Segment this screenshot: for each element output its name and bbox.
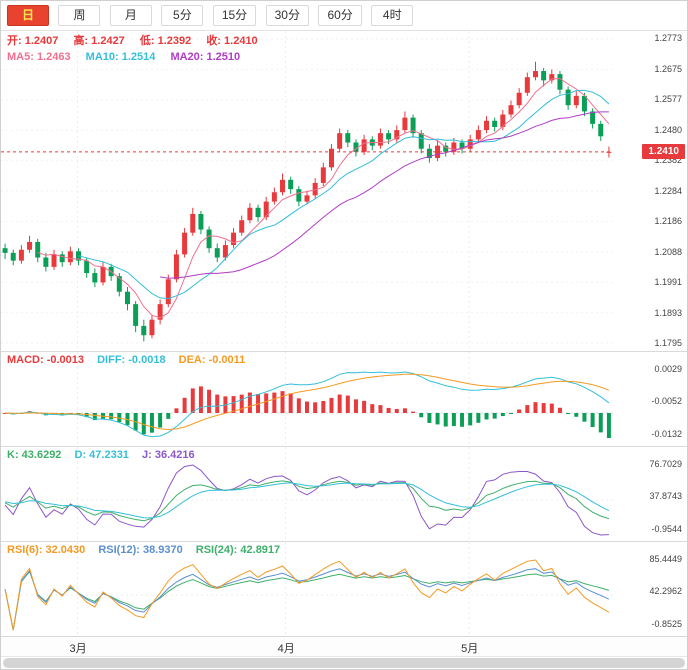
tab-daily[interactable]: 日: [7, 5, 49, 26]
rsi-chart[interactable]: [1, 542, 613, 636]
tab-60min[interactable]: 60分: [318, 5, 362, 26]
candlestick-chart[interactable]: [1, 31, 613, 351]
price-axis-label: 1.2675: [654, 63, 682, 74]
kdj-chart[interactable]: [1, 447, 613, 541]
month-label-march: 3月: [69, 643, 87, 655]
macd-axis-label: -0.0132: [651, 428, 682, 439]
tab-monthly[interactable]: 月: [109, 5, 152, 26]
price-axis-label: 1.2480: [654, 124, 682, 135]
main-chart-panel: 1.2773 1.2675 1.2577 1.2480 1.2382 1.228…: [1, 31, 687, 352]
macd-axis-label: -0.0052: [651, 395, 682, 406]
kdj-axis-label: 37.8743: [649, 490, 682, 501]
month-label-april: 4月: [277, 643, 295, 655]
price-axis-label: 1.1795: [654, 338, 682, 348]
timeframe-toolbar: 日 周 月 5分 15分 30分 60分 4时: [1, 1, 687, 31]
price-axis-label: 1.1893: [654, 307, 682, 318]
kdj-axis-label: -0.9544: [651, 523, 682, 534]
kdj-axis-label: 76.7029: [649, 458, 682, 469]
tab-15min[interactable]: 15分: [212, 5, 257, 26]
macd-panel: MACD: -0.0013 DIFF: -0.0018 DEA: -0.0011…: [1, 352, 687, 447]
price-axis-label: 1.2186: [654, 216, 682, 226]
price-axis-label: 1.2577: [654, 94, 682, 104]
price-axis: 1.2773 1.2675 1.2577 1.2480 1.2382 1.228…: [613, 31, 687, 351]
price-axis-label: 1.1991: [654, 277, 682, 287]
price-axis-label: 1.2773: [654, 33, 682, 43]
horizontal-scrollbar[interactable]: [1, 657, 687, 669]
month-label-may: 5月: [461, 643, 479, 655]
tab-weekly[interactable]: 周: [58, 5, 101, 26]
rsi-panel: RSI(6): 32.0430 RSI(12): 38.9370 RSI(24)…: [1, 542, 687, 637]
tab-30min[interactable]: 30分: [265, 5, 309, 26]
price-axis-label: 1.2088: [654, 246, 682, 257]
last-price-badge: 1.2410: [642, 143, 685, 159]
rsi-axis-label: 85.4449: [649, 553, 682, 564]
scrollbar-thumb[interactable]: [3, 658, 685, 668]
macd-chart[interactable]: [1, 352, 613, 446]
macd-axis-label: 0.0029: [654, 363, 682, 374]
rsi-axis-label: -0.8525: [651, 618, 682, 629]
kdj-panel: K: 43.6292 D: 47.2331 J: 36.4216 76.7029…: [1, 447, 687, 542]
price-axis-label: 1.2284: [654, 185, 682, 196]
tab-4hour[interactable]: 4时: [371, 5, 414, 26]
time-axis: 3月 4月 5月: [1, 637, 687, 657]
tab-5min[interactable]: 5分: [161, 5, 204, 26]
rsi-axis-label: 42.2962: [649, 585, 682, 596]
